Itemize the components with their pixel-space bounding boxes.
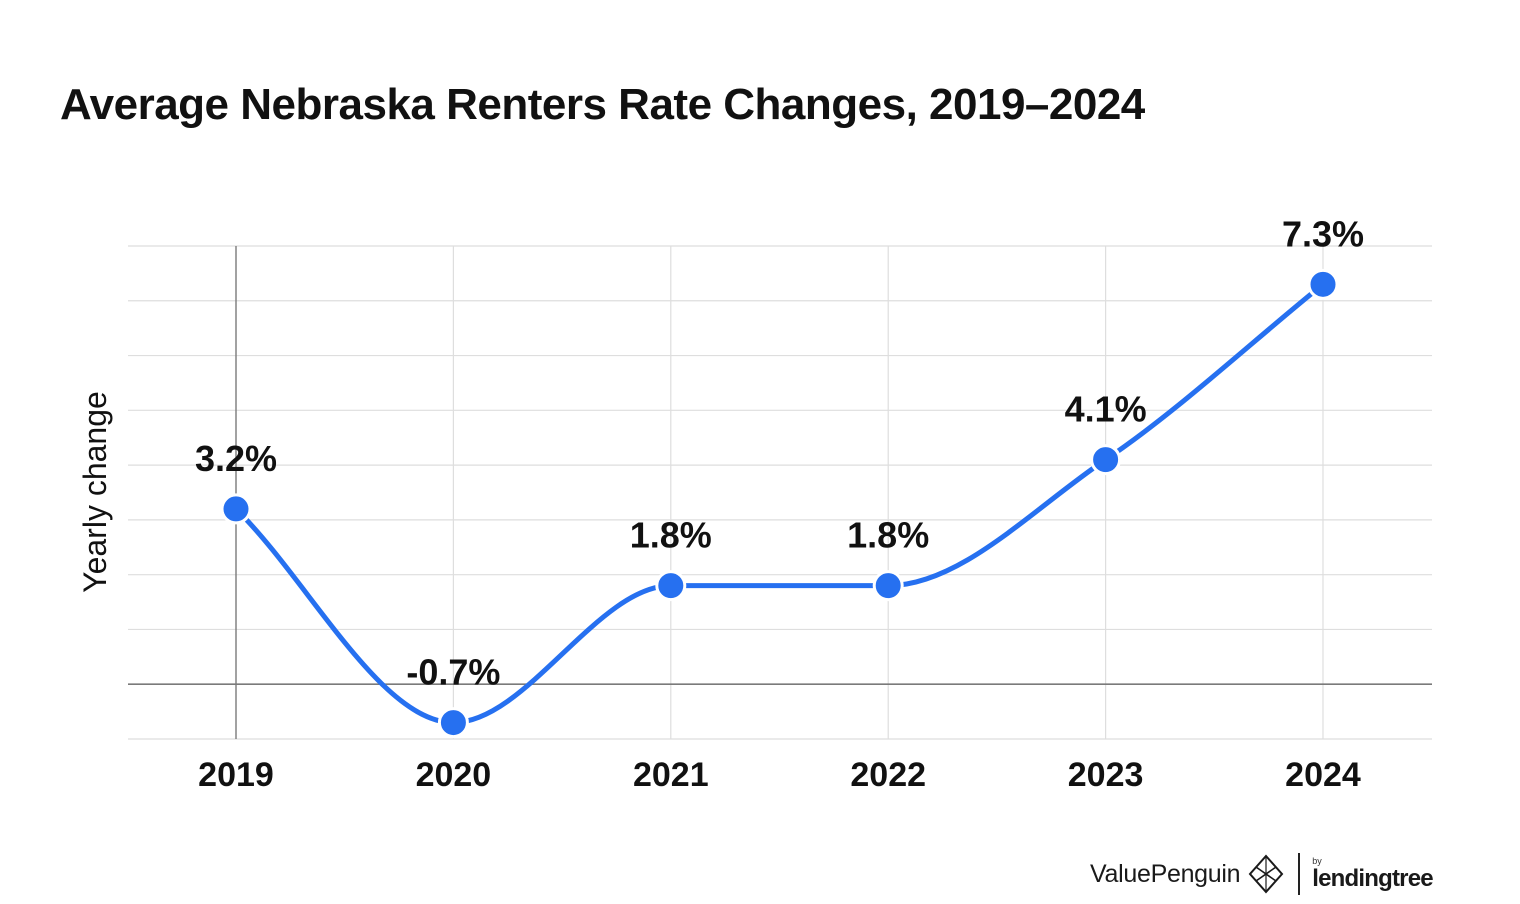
data-label: 4.1% <box>1065 389 1147 430</box>
brand-footer: ValuePenguin by lendingtree <box>1090 852 1434 896</box>
data-points <box>220 268 1339 739</box>
data-point <box>1090 444 1122 476</box>
data-label: 3.2% <box>195 438 277 479</box>
data-labels: 3.2% -0.7% 1.8% 1.8% 4.1% 7.3% <box>195 213 1364 692</box>
lendingtree-logo: by lendingtree <box>1312 857 1433 891</box>
data-point <box>220 493 252 525</box>
valuepenguin-wordmark: ValuePenguin <box>1090 859 1241 888</box>
data-label: 1.8% <box>630 515 712 556</box>
data-point <box>1307 268 1339 300</box>
y-axis-label: Yearly change <box>77 391 113 593</box>
data-label: -0.7% <box>406 652 500 693</box>
chart-title: Average Nebraska Renters Rate Changes, 2… <box>60 80 1145 129</box>
x-tick-label: 2020 <box>416 756 492 794</box>
brand-divider <box>1298 853 1301 895</box>
brand-by-text: by <box>1312 856 1322 866</box>
lendingtree-wordmark: lendingtree <box>1312 865 1433 892</box>
data-point <box>655 570 687 602</box>
x-tick-label: 2023 <box>1068 756 1144 794</box>
x-tick-label: 2021 <box>633 756 709 794</box>
chart-grid <box>128 245 1432 740</box>
x-tick-label: 2022 <box>850 756 926 794</box>
data-label: 7.3% <box>1282 213 1364 254</box>
data-label: 1.8% <box>847 515 929 556</box>
x-tick-label: 2024 <box>1285 756 1361 794</box>
series-line <box>233 281 1326 726</box>
x-axis-ticks: 2019 2020 2021 2022 2023 2024 <box>198 756 1361 794</box>
x-tick-label: 2019 <box>198 756 274 794</box>
valuepenguin-logo-icon <box>1248 854 1284 894</box>
data-point <box>437 707 469 739</box>
data-point <box>872 570 904 602</box>
